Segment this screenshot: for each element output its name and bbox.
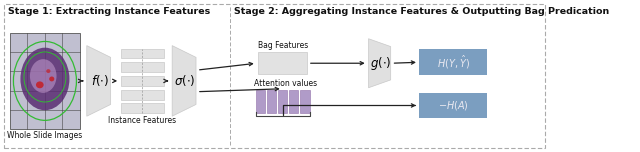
Text: $H(Y,\hat{Y})$: $H(Y,\hat{Y})$	[436, 54, 470, 71]
Text: $\sigma(\cdot)$: $\sigma(\cdot)$	[174, 73, 196, 88]
FancyBboxPatch shape	[419, 93, 487, 118]
Text: Attention values: Attention values	[254, 79, 317, 88]
FancyBboxPatch shape	[419, 50, 487, 75]
Bar	[267, 90, 276, 113]
Bar	[121, 90, 164, 100]
Bar	[278, 90, 287, 113]
Bar	[121, 76, 164, 86]
Text: $f(\cdot)$: $f(\cdot)$	[92, 73, 109, 88]
Ellipse shape	[30, 59, 56, 93]
Text: Bag Features: Bag Features	[257, 41, 308, 50]
Bar	[121, 48, 164, 58]
Polygon shape	[172, 46, 196, 116]
Ellipse shape	[46, 69, 51, 73]
Bar	[300, 90, 310, 113]
Text: Whole Slide Images: Whole Slide Images	[7, 131, 83, 140]
Ellipse shape	[49, 76, 54, 81]
Ellipse shape	[20, 48, 69, 110]
Text: $g(\cdot)$: $g(\cdot)$	[370, 55, 391, 72]
Bar	[121, 104, 164, 113]
Bar	[257, 52, 307, 74]
Text: Stage 2: Aggregating Instance Features & Outputting Bag Predication: Stage 2: Aggregating Instance Features &…	[234, 7, 610, 16]
Ellipse shape	[36, 81, 44, 88]
Text: Stage 1: Extracting Instance Features: Stage 1: Extracting Instance Features	[8, 7, 211, 16]
Bar	[256, 90, 265, 113]
Bar	[121, 62, 164, 72]
Text: Instance Features: Instance Features	[108, 116, 176, 125]
Polygon shape	[87, 46, 111, 116]
Text: $-H(A)$: $-H(A)$	[438, 99, 468, 112]
Bar	[289, 90, 298, 113]
Bar	[10, 33, 80, 129]
Polygon shape	[369, 39, 390, 88]
